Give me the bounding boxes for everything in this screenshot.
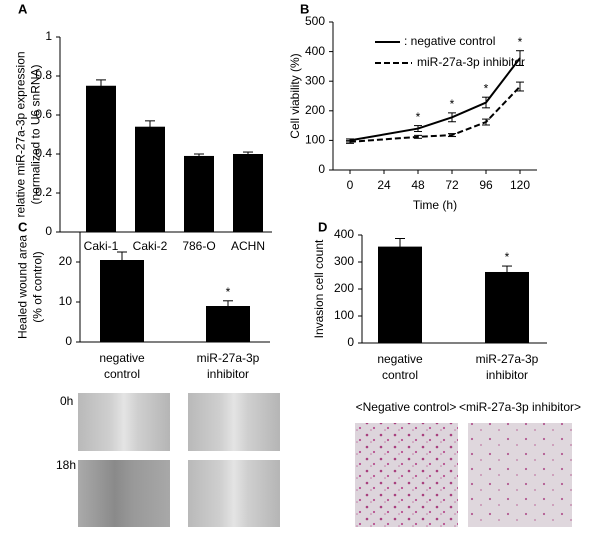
- annotation: *: [226, 285, 231, 299]
- x-tick-label: 24: [377, 178, 391, 192]
- image-inh-18h: [188, 460, 280, 527]
- image-nc: [355, 423, 458, 527]
- x-tick-label: 786-O: [182, 239, 215, 253]
- legend-label: miR-27a-3p inhibitor: [417, 55, 525, 69]
- y-tick-label: 200: [305, 103, 325, 117]
- bar: [86, 85, 116, 232]
- image-inh-0h: [188, 393, 280, 451]
- x-tick-label: 48: [411, 178, 425, 192]
- bar: [233, 154, 263, 232]
- x-tick-label: 120: [510, 178, 530, 192]
- panel-label: C: [18, 219, 28, 234]
- bar: [485, 271, 529, 343]
- y-tick-label: 0.2: [35, 185, 52, 199]
- x-tick-label: ACHN: [231, 239, 265, 253]
- y-axis-label: Cell viability (%): [288, 53, 302, 138]
- bar: [206, 306, 250, 342]
- x-tick-label: Caki-1: [84, 239, 119, 253]
- y-tick-label: 100: [305, 133, 325, 147]
- image-nc-18h: [78, 460, 170, 527]
- y-tick-label: 300: [334, 254, 354, 268]
- panel-label: D: [318, 219, 327, 234]
- bar: [135, 126, 165, 232]
- image-inh: [468, 423, 572, 527]
- x-tick-label: 0: [347, 178, 354, 192]
- panel-label: B: [300, 1, 309, 16]
- y-tick-label: 500: [305, 14, 325, 28]
- y-axis-label: (% of control): [31, 251, 45, 322]
- y-tick-label: 100: [334, 308, 354, 322]
- invasion-images: <Negative control> <miR-27a-3p inhibitor…: [355, 400, 581, 527]
- bar: [184, 155, 214, 232]
- y-axis-label: (normalized to U6 snRNA): [29, 64, 43, 204]
- y-tick-label: 0.8: [35, 68, 52, 82]
- annotation: *: [518, 35, 523, 49]
- x-tick-label: Caki-2: [133, 239, 168, 253]
- annotation: *: [416, 110, 421, 124]
- y-tick-label: 0: [45, 224, 52, 238]
- x-tick-label: 72: [445, 178, 459, 192]
- wound-images: 0h 18h: [56, 393, 280, 527]
- annotation: *: [450, 97, 455, 111]
- y-tick-label: 300: [305, 73, 325, 87]
- bar: [378, 246, 422, 343]
- y-tick-label: 1: [45, 29, 52, 43]
- x-tick-label: negative control: [377, 352, 423, 382]
- y-tick-label: 0.6: [35, 107, 52, 121]
- annotation: *: [505, 250, 510, 264]
- bar: [100, 260, 144, 342]
- annotation: *: [484, 81, 489, 95]
- legend-label: : negative control: [404, 34, 495, 48]
- y-tick-label: 400: [305, 44, 325, 58]
- x-tick-label: miR-27a-3p inhibitor: [476, 352, 539, 382]
- y-tick-label: 20: [59, 254, 73, 268]
- x-tick-label: negative control: [99, 351, 145, 381]
- series-line: [349, 85, 521, 143]
- row-label: 18h: [56, 458, 76, 472]
- image-caption: <miR-27a-3p inhibitor>: [459, 400, 581, 414]
- x-axis-label: Time (h): [413, 198, 457, 212]
- y-axis-label: Invasion cell count: [312, 239, 326, 338]
- y-tick-label: 0: [347, 335, 354, 349]
- y-tick-label: 0: [65, 334, 72, 348]
- series-line: [349, 57, 521, 142]
- y-tick-label: 200: [334, 281, 354, 295]
- y-axis-label: Healed wound area: [16, 235, 30, 339]
- x-tick-label: miR-27a-3p inhibitor: [197, 351, 260, 381]
- panel-label: A: [18, 1, 28, 16]
- y-tick-label: 0.4: [35, 146, 52, 160]
- x-tick-label: 96: [479, 178, 493, 192]
- y-tick-label: 400: [334, 227, 354, 241]
- image-nc-0h: [78, 393, 170, 451]
- image-caption: <Negative control>: [356, 400, 457, 414]
- row-label: 0h: [60, 394, 73, 408]
- y-tick-label: 0: [318, 162, 325, 176]
- y-tick-label: 10: [59, 294, 73, 308]
- y-axis-label: relative miR-27a-3p expression: [14, 51, 28, 217]
